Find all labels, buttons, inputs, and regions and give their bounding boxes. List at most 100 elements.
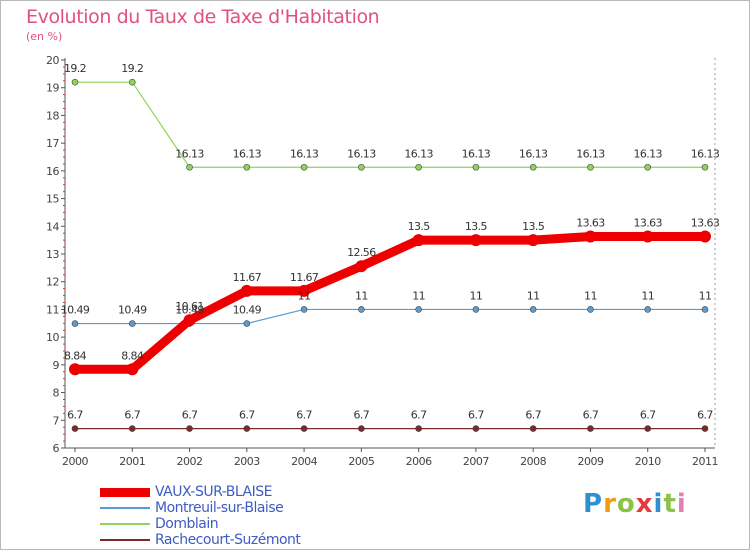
data-label: 11 (470, 289, 483, 302)
data-label: 6.7 (697, 409, 713, 422)
data-point (472, 163, 480, 171)
data-point (587, 425, 594, 432)
y-tick-label: 16 (46, 165, 59, 178)
data-label: 16.13 (633, 147, 662, 160)
data-point (469, 234, 482, 247)
data-label: 13.63 (691, 217, 720, 230)
x-tick-label: 2000 (62, 455, 88, 468)
data-label: 6.7 (182, 409, 198, 422)
data-label: 16.13 (233, 147, 262, 160)
data-point (300, 306, 308, 313)
series-line-1 (74, 308, 706, 325)
legend-label: Domblain (155, 516, 219, 532)
x-tick-label: 2004 (291, 455, 317, 468)
x-tick-label: 2008 (520, 455, 546, 468)
data-label: 8.84 (64, 349, 87, 362)
data-point (699, 230, 711, 243)
x-tick-label: 2003 (234, 455, 260, 468)
legend-swatch (100, 487, 150, 497)
data-point (701, 163, 709, 171)
y-tick-label: 8 (53, 387, 60, 400)
data-point (701, 306, 709, 313)
data-point (243, 425, 251, 432)
legend-item: VAUX-SUR-BLAISE (100, 484, 380, 500)
data-label: 19.2 (64, 62, 86, 75)
data-label: 16.13 (691, 147, 720, 160)
data-label: 16.13 (290, 147, 319, 160)
data-label: 10.49 (61, 304, 90, 317)
logo-letter: x (635, 489, 654, 519)
data-label: 11 (584, 289, 597, 302)
chart-subtitle: (en %) (26, 30, 63, 43)
data-label: 10.49 (118, 304, 147, 317)
data-label: 6.7 (525, 409, 541, 422)
data-point (186, 163, 193, 171)
data-point (472, 425, 480, 432)
chart-title: Evolution du Taux de Taxe d'Habitation (26, 6, 380, 28)
data-label: 13.5 (408, 220, 431, 233)
data-label: 6.7 (411, 409, 427, 422)
y-tick-label: 14 (46, 220, 59, 233)
data-point (587, 306, 594, 313)
data-point (358, 425, 365, 432)
data-label: 12.56 (347, 246, 376, 259)
series-line-0 (70, 232, 710, 374)
data-point (186, 425, 193, 432)
data-point (412, 234, 425, 247)
logo-letter: i (653, 489, 664, 519)
data-point (126, 363, 139, 376)
data-point (529, 425, 537, 432)
data-label: 16.13 (175, 147, 204, 160)
data-point (644, 163, 652, 171)
data-point (71, 425, 79, 432)
y-tick-label: 12 (46, 276, 59, 289)
data-point (243, 320, 251, 327)
data-label: 10.61 (175, 300, 204, 313)
data-label: 11 (298, 289, 311, 302)
data-label: 11.67 (290, 271, 319, 284)
data-point (71, 320, 79, 327)
data-point (529, 306, 537, 313)
data-label: 6.7 (124, 409, 140, 422)
legend-label: Montreuil-sur-Blaise (155, 500, 284, 516)
data-point (472, 306, 480, 313)
data-point (358, 306, 365, 313)
x-tick-label: 2006 (406, 455, 432, 468)
legend-item: Domblain (100, 516, 380, 532)
legend-swatch (100, 539, 150, 541)
chart-legend: VAUX-SUR-BLAISE Montreuil-sur-Blaise Dombl… (100, 484, 380, 548)
logo-letter: r (603, 489, 617, 519)
y-tick-label: 18 (46, 109, 59, 122)
data-point (701, 425, 709, 432)
data-point (529, 163, 537, 171)
data-label: 16.13 (462, 147, 491, 160)
data-label: 8.84 (121, 349, 144, 362)
data-label: 19.2 (121, 62, 143, 75)
data-label: 11.67 (233, 271, 262, 284)
data-point (355, 260, 368, 273)
data-label: 6.7 (67, 409, 83, 422)
data-point (584, 230, 597, 243)
data-point (415, 425, 422, 432)
data-label: 11 (527, 289, 540, 302)
data-point (587, 163, 594, 171)
data-point (300, 163, 308, 171)
y-tick-label: 7 (53, 414, 60, 427)
legend-label: VAUX-SUR-BLAISE (155, 484, 272, 500)
data-label: 11 (355, 289, 368, 302)
data-label: 11 (641, 289, 654, 302)
x-tick-label: 2010 (635, 455, 661, 468)
data-label: 10.49 (175, 304, 204, 317)
data-point (641, 230, 654, 243)
y-tick-label: 11 (46, 303, 59, 316)
data-label: 13.63 (633, 217, 662, 230)
data-label: 16.13 (519, 147, 548, 160)
data-point (69, 363, 81, 376)
legend-item: Montreuil-sur-Blaise (100, 500, 380, 516)
data-label: 6.7 (583, 409, 599, 422)
data-label: 16.13 (576, 147, 605, 160)
x-tick-label: 2005 (348, 455, 374, 468)
data-label: 13.5 (522, 220, 545, 233)
data-label: 10.49 (233, 304, 262, 317)
